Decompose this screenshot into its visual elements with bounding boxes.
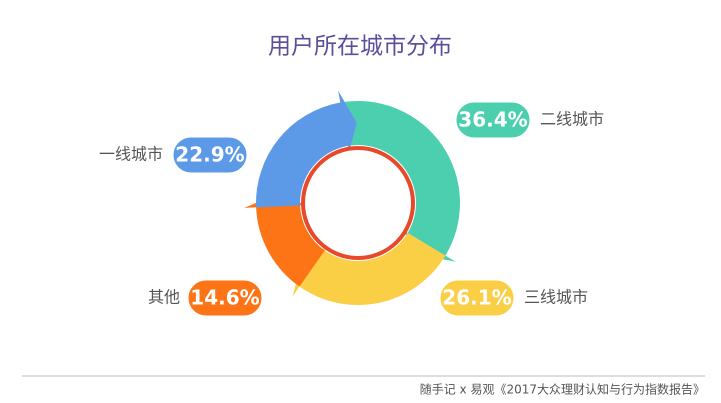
category-label: 二线城市 [540, 110, 604, 129]
value-label: 14.6% [190, 286, 259, 310]
category-label: 其他 [148, 288, 180, 307]
value-pill [453, 99, 533, 141]
inner-ring [301, 146, 415, 260]
slice [340, 101, 460, 262]
category-label: 一线城市 [99, 145, 163, 164]
value-pill [185, 277, 265, 319]
value-label: 26.1% [442, 286, 511, 310]
chart-title: 用户所在城市分布 [268, 34, 452, 60]
category-label: 三线城市 [524, 288, 588, 307]
slice [244, 193, 325, 287]
value-pill [437, 277, 517, 319]
source: 随手记 x 易观《2017大众理财认知与行为指数报告》 [420, 382, 705, 397]
value-pill [170, 134, 250, 176]
slice [256, 90, 357, 208]
value-label: 36.4% [458, 108, 527, 132]
slice [292, 232, 446, 305]
value-label: 22.9% [175, 143, 244, 167]
